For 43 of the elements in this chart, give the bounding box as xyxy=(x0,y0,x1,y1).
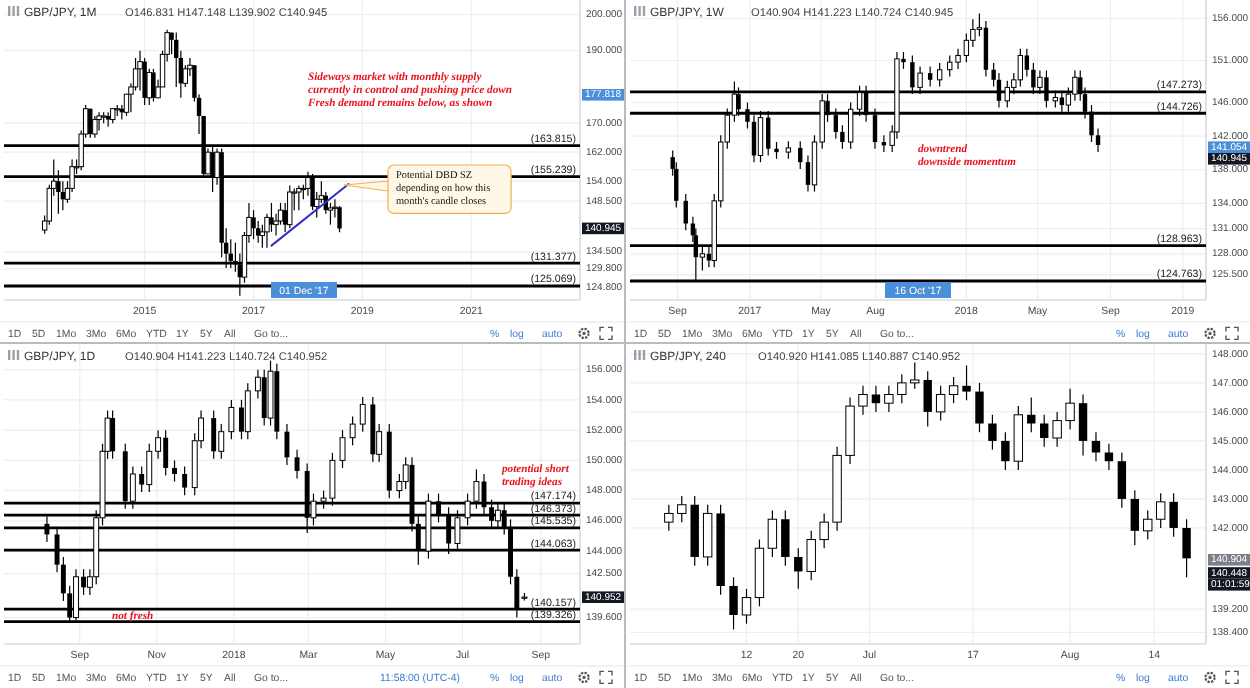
candlestick xyxy=(163,429,169,477)
candlestick xyxy=(1040,414,1049,448)
candlestick xyxy=(218,423,225,460)
candlestick xyxy=(294,449,300,480)
candlestick xyxy=(151,68,156,103)
candlestick xyxy=(359,396,366,433)
candlestick xyxy=(955,48,961,70)
candlestick xyxy=(228,399,235,440)
candlestick xyxy=(1117,451,1127,509)
candlestick xyxy=(1091,431,1101,462)
candlestick xyxy=(172,459,177,483)
candlestick xyxy=(284,423,290,466)
candlestick xyxy=(96,111,102,132)
candlestick xyxy=(261,369,267,427)
candlestick xyxy=(1182,518,1191,578)
candlestick xyxy=(947,54,953,78)
candlestick xyxy=(729,576,738,631)
candlestick xyxy=(871,385,881,413)
candlestick xyxy=(182,465,188,496)
candlestick xyxy=(975,382,984,433)
candlestick xyxy=(110,409,116,460)
candlestick xyxy=(211,409,217,460)
candlestick xyxy=(1130,489,1140,546)
candlestick xyxy=(146,443,153,493)
candlestick xyxy=(337,205,342,233)
candlestick xyxy=(142,57,147,106)
candlestick xyxy=(92,115,98,139)
candlestick xyxy=(988,414,997,451)
candlestick xyxy=(794,547,803,590)
candlestick xyxy=(683,193,688,231)
candlestick xyxy=(287,184,293,229)
candlestick xyxy=(983,20,989,78)
candlestick xyxy=(767,509,778,558)
candlestick xyxy=(923,370,932,427)
candlestick xyxy=(741,588,752,625)
candlestick xyxy=(781,509,790,567)
candlestick xyxy=(146,68,152,106)
candlestick xyxy=(1078,393,1088,457)
candlestick xyxy=(267,360,274,427)
candlestick xyxy=(349,415,356,446)
candlestick xyxy=(251,209,256,240)
candlestick xyxy=(244,382,251,440)
candlestick xyxy=(962,364,971,401)
